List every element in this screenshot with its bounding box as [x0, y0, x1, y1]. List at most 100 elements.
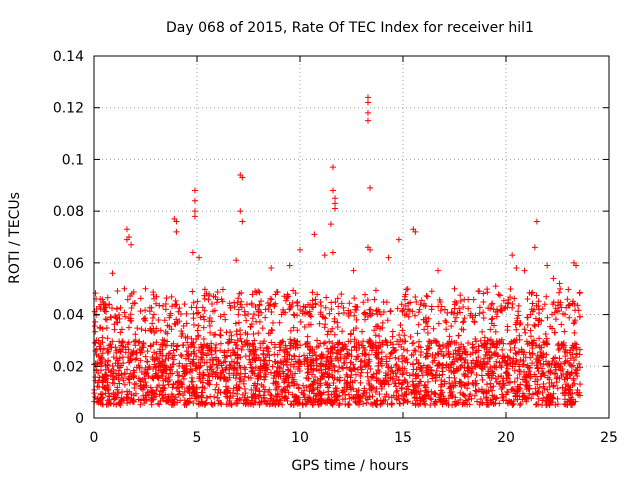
data-point	[557, 299, 564, 306]
data-point	[576, 351, 583, 358]
data-point	[290, 311, 297, 318]
data-point	[235, 311, 242, 318]
data-point	[408, 390, 415, 397]
data-point	[576, 360, 583, 367]
data-point	[399, 327, 406, 334]
data-point	[352, 371, 359, 378]
data-point	[576, 313, 583, 320]
data-point	[485, 349, 492, 356]
data-point	[304, 333, 311, 340]
data-point	[535, 357, 542, 364]
data-point	[211, 393, 218, 400]
data-point	[233, 397, 240, 404]
data-point	[280, 309, 287, 316]
data-point	[215, 358, 222, 365]
data-point	[150, 394, 157, 401]
data-point	[565, 286, 572, 293]
data-point	[142, 285, 149, 292]
data-point	[461, 356, 468, 363]
data-point	[513, 351, 520, 358]
data-point	[392, 370, 399, 377]
data-point	[234, 390, 241, 397]
data-point	[373, 307, 380, 314]
data-point	[439, 371, 446, 378]
data-point	[437, 307, 444, 314]
data-point	[238, 346, 245, 353]
data-point	[193, 335, 200, 342]
data-point	[364, 99, 371, 106]
data-point	[556, 280, 563, 287]
data-point	[450, 354, 457, 361]
data-point	[137, 378, 144, 385]
data-point	[539, 389, 546, 396]
data-point	[451, 339, 458, 346]
data-point	[159, 392, 166, 399]
data-point	[465, 364, 472, 371]
data-point	[190, 348, 197, 355]
data-point	[271, 344, 278, 351]
data-point	[505, 299, 512, 306]
data-point	[173, 228, 180, 235]
data-point	[453, 367, 460, 374]
data-point	[122, 344, 129, 351]
data-point	[507, 340, 514, 347]
data-point	[473, 357, 480, 364]
data-point	[377, 378, 384, 385]
data-point	[480, 299, 487, 306]
data-point	[137, 401, 144, 408]
data-point	[173, 385, 180, 392]
data-point	[149, 320, 156, 327]
data-point	[565, 383, 572, 390]
data-point	[243, 337, 250, 344]
data-point	[280, 386, 287, 393]
data-point	[429, 371, 436, 378]
data-point	[572, 366, 579, 373]
data-point	[487, 305, 494, 312]
data-point	[359, 350, 366, 357]
data-point	[448, 361, 455, 368]
data-point	[479, 376, 486, 383]
data-point	[164, 398, 171, 405]
data-point	[367, 343, 374, 350]
data-point	[181, 402, 188, 409]
data-point	[296, 367, 303, 374]
data-point	[262, 386, 269, 393]
data-point	[189, 378, 196, 385]
data-point	[118, 362, 125, 369]
data-point	[521, 267, 528, 274]
data-point	[388, 401, 395, 408]
data-point	[470, 344, 477, 351]
data-point	[263, 371, 270, 378]
data-point	[492, 400, 499, 407]
data-point	[184, 398, 191, 405]
data-point	[448, 338, 455, 345]
data-point	[252, 304, 259, 311]
data-point	[444, 309, 451, 316]
data-point	[429, 359, 436, 366]
data-point	[318, 302, 325, 309]
data-point	[260, 397, 267, 404]
data-point	[189, 367, 196, 374]
data-point	[163, 366, 170, 373]
data-point	[256, 388, 263, 395]
data-point	[191, 197, 198, 204]
data-point	[335, 303, 342, 310]
data-point	[343, 380, 350, 387]
data-point	[272, 386, 279, 393]
data-point	[336, 374, 343, 381]
data-point	[142, 327, 149, 334]
data-point	[360, 310, 367, 317]
data-point	[569, 344, 576, 351]
data-point	[430, 325, 437, 332]
data-point	[227, 352, 234, 359]
data-point	[575, 307, 582, 314]
data-point	[287, 305, 294, 312]
data-point	[414, 330, 421, 337]
data-point	[457, 396, 464, 403]
data-point	[562, 346, 569, 353]
data-point	[140, 383, 147, 390]
data-point	[438, 377, 445, 384]
data-point	[386, 355, 393, 362]
data-point	[259, 325, 266, 332]
data-point	[531, 321, 538, 328]
